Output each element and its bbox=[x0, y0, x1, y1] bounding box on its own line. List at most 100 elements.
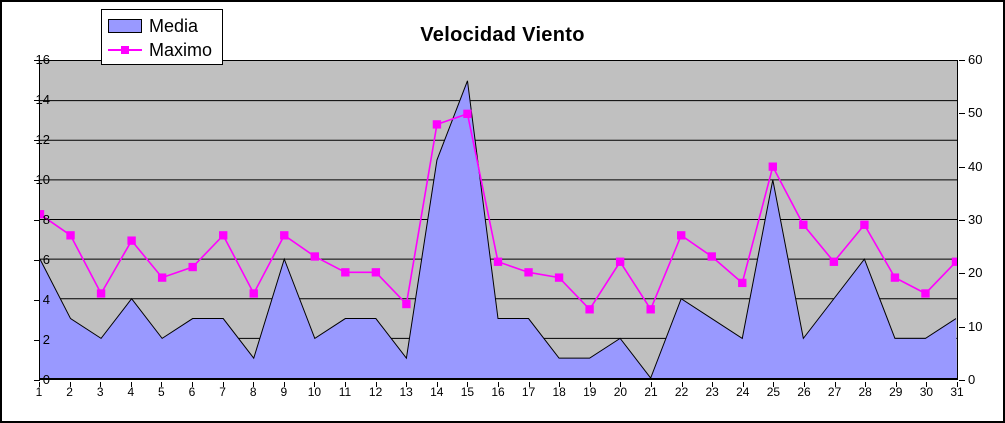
y-axis-right-tick-label: 20 bbox=[968, 265, 983, 281]
plot-svg bbox=[40, 61, 957, 378]
y-axis-right-tick-label: 10 bbox=[968, 318, 983, 334]
data-point-maximo bbox=[157, 273, 167, 282]
data-point-maximo bbox=[188, 262, 197, 272]
y-axis-left-tick bbox=[34, 220, 40, 221]
data-point-maximo bbox=[402, 299, 411, 309]
y-axis-left-tick-label: 8 bbox=[42, 212, 50, 227]
data-point-maximo bbox=[219, 231, 228, 240]
y-axis-left-tick-label: 2 bbox=[42, 332, 50, 347]
y-axis-left-tick-label: 0 bbox=[42, 372, 50, 387]
chart-title: Velocidad Viento bbox=[420, 24, 585, 46]
y-axis-left-tick bbox=[34, 140, 40, 141]
data-point-maximo bbox=[585, 305, 594, 314]
x-axis-tick bbox=[773, 382, 775, 387]
data-point-maximo bbox=[280, 231, 289, 240]
x-axis-tick bbox=[222, 382, 224, 387]
data-point-maximo bbox=[860, 220, 869, 229]
x-axis-tick bbox=[804, 382, 805, 387]
x-axis-tick-label: 9 bbox=[280, 385, 288, 399]
legend-item-maximo: Maximo bbox=[108, 38, 216, 62]
x-axis-tick-label: 28 bbox=[858, 385, 872, 399]
y-axis-right-tick bbox=[959, 380, 965, 381]
x-axis-tick-label: 5 bbox=[158, 385, 165, 399]
x-axis-tick bbox=[589, 382, 591, 387]
data-point-maximo bbox=[921, 289, 930, 298]
x-axis-tick bbox=[834, 382, 836, 387]
data-point-maximo bbox=[707, 252, 716, 261]
data-point-maximo bbox=[890, 273, 900, 282]
y-axis-right-tick-label: 40 bbox=[968, 158, 983, 174]
x-axis-tick-label: 2 bbox=[66, 385, 73, 399]
y-axis-left-tick bbox=[34, 340, 40, 341]
data-point-maximo bbox=[951, 257, 957, 266]
y-axis-right-tick-label: 50 bbox=[968, 105, 983, 121]
data-point-maximo bbox=[66, 231, 75, 240]
data-point-maximo bbox=[646, 305, 655, 314]
x-axis-tick-label: 7 bbox=[219, 385, 226, 399]
x-axis-tick-label: 21 bbox=[644, 385, 658, 399]
x-axis-tick bbox=[283, 382, 285, 387]
y-axis-right-tick-label: 0 bbox=[968, 372, 976, 387]
series-maximo bbox=[40, 109, 957, 314]
data-point-maximo bbox=[310, 252, 319, 261]
y-axis-left-tick-label: 6 bbox=[42, 252, 50, 267]
x-axis-tick-label: 29 bbox=[889, 385, 903, 399]
x-axis-tick bbox=[130, 382, 132, 387]
x-axis-tick bbox=[314, 382, 316, 387]
y-axis-right-tick bbox=[959, 220, 965, 221]
x-axis-tick-label: 26 bbox=[797, 385, 811, 399]
x-axis-tick-label: 8 bbox=[249, 385, 257, 399]
y-axis-right-tick-label: 60 bbox=[968, 52, 983, 67]
legend-label-maximo: Maximo bbox=[149, 40, 213, 60]
x-axis-tick bbox=[39, 382, 40, 387]
x-axis-tick bbox=[100, 382, 102, 387]
x-axis-tick-label: 25 bbox=[766, 385, 781, 399]
line-marker-swatch-icon bbox=[108, 43, 142, 57]
x-axis-tick-label: 27 bbox=[827, 385, 842, 399]
x-axis-tick bbox=[375, 382, 377, 387]
y-axis-right-tick-label: 30 bbox=[968, 212, 983, 227]
x-axis-tick bbox=[651, 382, 652, 387]
legend-item-media: Media bbox=[108, 14, 216, 38]
y-axis-left-tick bbox=[34, 180, 40, 181]
x-axis-tick-label: 14 bbox=[430, 385, 444, 399]
x-axis-tick-label: 18 bbox=[552, 385, 566, 399]
x-axis-tick bbox=[957, 382, 958, 387]
x-axis-tick-label: 31 bbox=[950, 385, 964, 399]
y-axis-left-tick-label: 4 bbox=[42, 292, 50, 307]
data-point-maximo bbox=[249, 289, 258, 298]
x-axis-tick bbox=[681, 382, 683, 387]
x-axis-tick bbox=[620, 382, 622, 387]
x-axis-tick-label: 30 bbox=[919, 385, 934, 399]
data-point-maximo bbox=[493, 257, 503, 266]
series-media bbox=[40, 81, 957, 378]
y-axis-left-tick-label: 16 bbox=[35, 52, 50, 67]
data-point-maximo bbox=[768, 162, 777, 171]
x-axis-tick bbox=[406, 382, 408, 387]
data-point-maximo bbox=[554, 273, 564, 282]
x-axis-tick bbox=[559, 382, 561, 387]
data-point-maximo bbox=[341, 268, 350, 277]
data-point-maximo bbox=[738, 278, 747, 288]
x-axis-tick-label: 4 bbox=[127, 385, 135, 399]
y-axis-left-tick-label: 12 bbox=[35, 132, 50, 147]
x-axis-tick-label: 19 bbox=[583, 385, 597, 399]
x-axis-tick bbox=[345, 382, 346, 387]
data-point-maximo bbox=[432, 120, 442, 129]
data-point-maximo bbox=[524, 268, 533, 277]
x-axis-tick-label: 3 bbox=[96, 385, 104, 399]
x-axis-tick-label: 15 bbox=[460, 385, 475, 399]
y-axis-left-tick-label: 14 bbox=[35, 92, 50, 107]
x-axis-tick-label: 24 bbox=[736, 385, 750, 399]
x-axis-tick bbox=[253, 382, 255, 387]
y-axis-right-tick bbox=[959, 60, 965, 61]
x-axis-tick-label: 22 bbox=[674, 385, 689, 399]
x-axis-tick-label: 13 bbox=[399, 385, 413, 399]
x-axis-tick bbox=[712, 382, 714, 387]
x-axis-tick-label: 12 bbox=[368, 385, 383, 399]
x-axis-tick bbox=[895, 382, 897, 387]
x-axis-tick-label: 1 bbox=[35, 385, 43, 399]
data-point-maximo bbox=[40, 210, 45, 219]
area-swatch-icon bbox=[108, 19, 142, 33]
x-axis-tick bbox=[69, 382, 71, 387]
